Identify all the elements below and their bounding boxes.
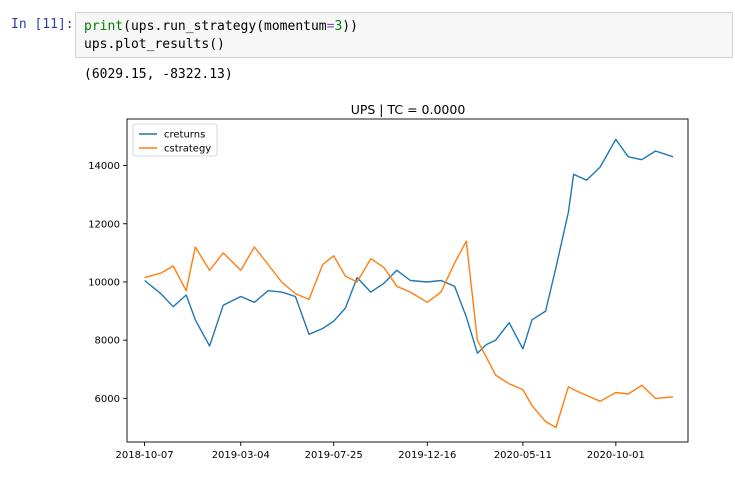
- input-prompt: In [11]:: [11, 17, 74, 32]
- code-equals: =: [326, 19, 335, 34]
- series-line-cstrategy: [144, 240, 674, 429]
- x-tick-label: 2020-10-01: [587, 450, 645, 461]
- x-tick-label: 2019-03-04: [212, 450, 270, 461]
- x-tick-label: 2018-10-07: [115, 450, 173, 461]
- y-tick-label: 12000: [88, 219, 120, 230]
- x-tick-label: 2019-12-16: [398, 450, 456, 461]
- y-tick-label: 8000: [95, 336, 120, 347]
- series-layer: [144, 138, 674, 429]
- legend-label-cstrategy: cstrategy: [164, 144, 211, 155]
- code-open-paren: (: [123, 19, 131, 34]
- code-call: ups.run_strategy(momentum: [130, 19, 327, 34]
- print-keyword: print: [84, 19, 124, 34]
- series-line-creturns: [144, 138, 674, 354]
- x-tick-label: 2020-05-11: [494, 450, 552, 461]
- code-line-2: ups.plot_results(): [84, 37, 225, 52]
- y-axis-ticks: 6000 8000 10000 12000 14000: [88, 161, 127, 405]
- axes-frame: [126, 118, 689, 443]
- chart-title: UPS | TC = 0.0000: [351, 102, 466, 117]
- legend-label-creturns: creturns: [164, 130, 205, 141]
- y-tick-label: 14000: [88, 161, 120, 172]
- x-tick-label: 2019-07-25: [305, 450, 363, 461]
- stdout-output: (6029.15, -8322.13): [84, 67, 233, 82]
- code-number: 3: [334, 19, 343, 34]
- code-input-area[interactable]: print(ups.run_strategy(momentum=3)) ups.…: [75, 12, 733, 58]
- plot-output: UPS | TC = 0.0000 2018-10-07 2019-03-04 20…: [80, 90, 735, 483]
- y-tick-label: 6000: [95, 394, 120, 405]
- code-close-paren: )): [342, 19, 358, 34]
- legend: creturns cstrategy: [132, 123, 218, 157]
- x-axis-ticks: 2018-10-07 2019-03-04 2019-07-25 2019-12-16…: [115, 442, 645, 461]
- line-chart: UPS | TC = 0.0000 2018-10-07 2019-03-04 20…: [80, 90, 735, 483]
- code-line-1: print(ups.run_strategy(momentum=3)): [84, 18, 724, 36]
- y-tick-label: 10000: [88, 277, 120, 288]
